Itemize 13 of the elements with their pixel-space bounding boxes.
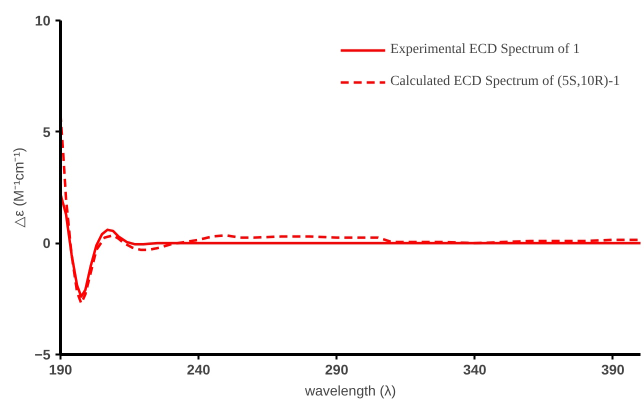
y-tick-label: −5 [34, 346, 51, 362]
legend-label: Experimental ECD Spectrum of 1 [390, 42, 580, 58]
y-tick-label: 5 [42, 124, 51, 140]
x-axis-title: wavelength (λ) [304, 382, 396, 398]
legend-label: Calculated ECD Spectrum of (5S,10R)-1 [390, 74, 620, 90]
x-tick-label: 240 [186, 362, 210, 378]
x-tick-label: 340 [463, 362, 487, 378]
y-tick-label: 10 [34, 12, 51, 28]
x-tick-label: 190 [48, 362, 72, 378]
y-axis-title: △ε (M⁻¹cm⁻¹) [10, 147, 27, 228]
x-tick-label: 290 [325, 362, 349, 378]
y-tick-label: 0 [42, 235, 51, 252]
x-tick-label: 390 [601, 362, 625, 378]
